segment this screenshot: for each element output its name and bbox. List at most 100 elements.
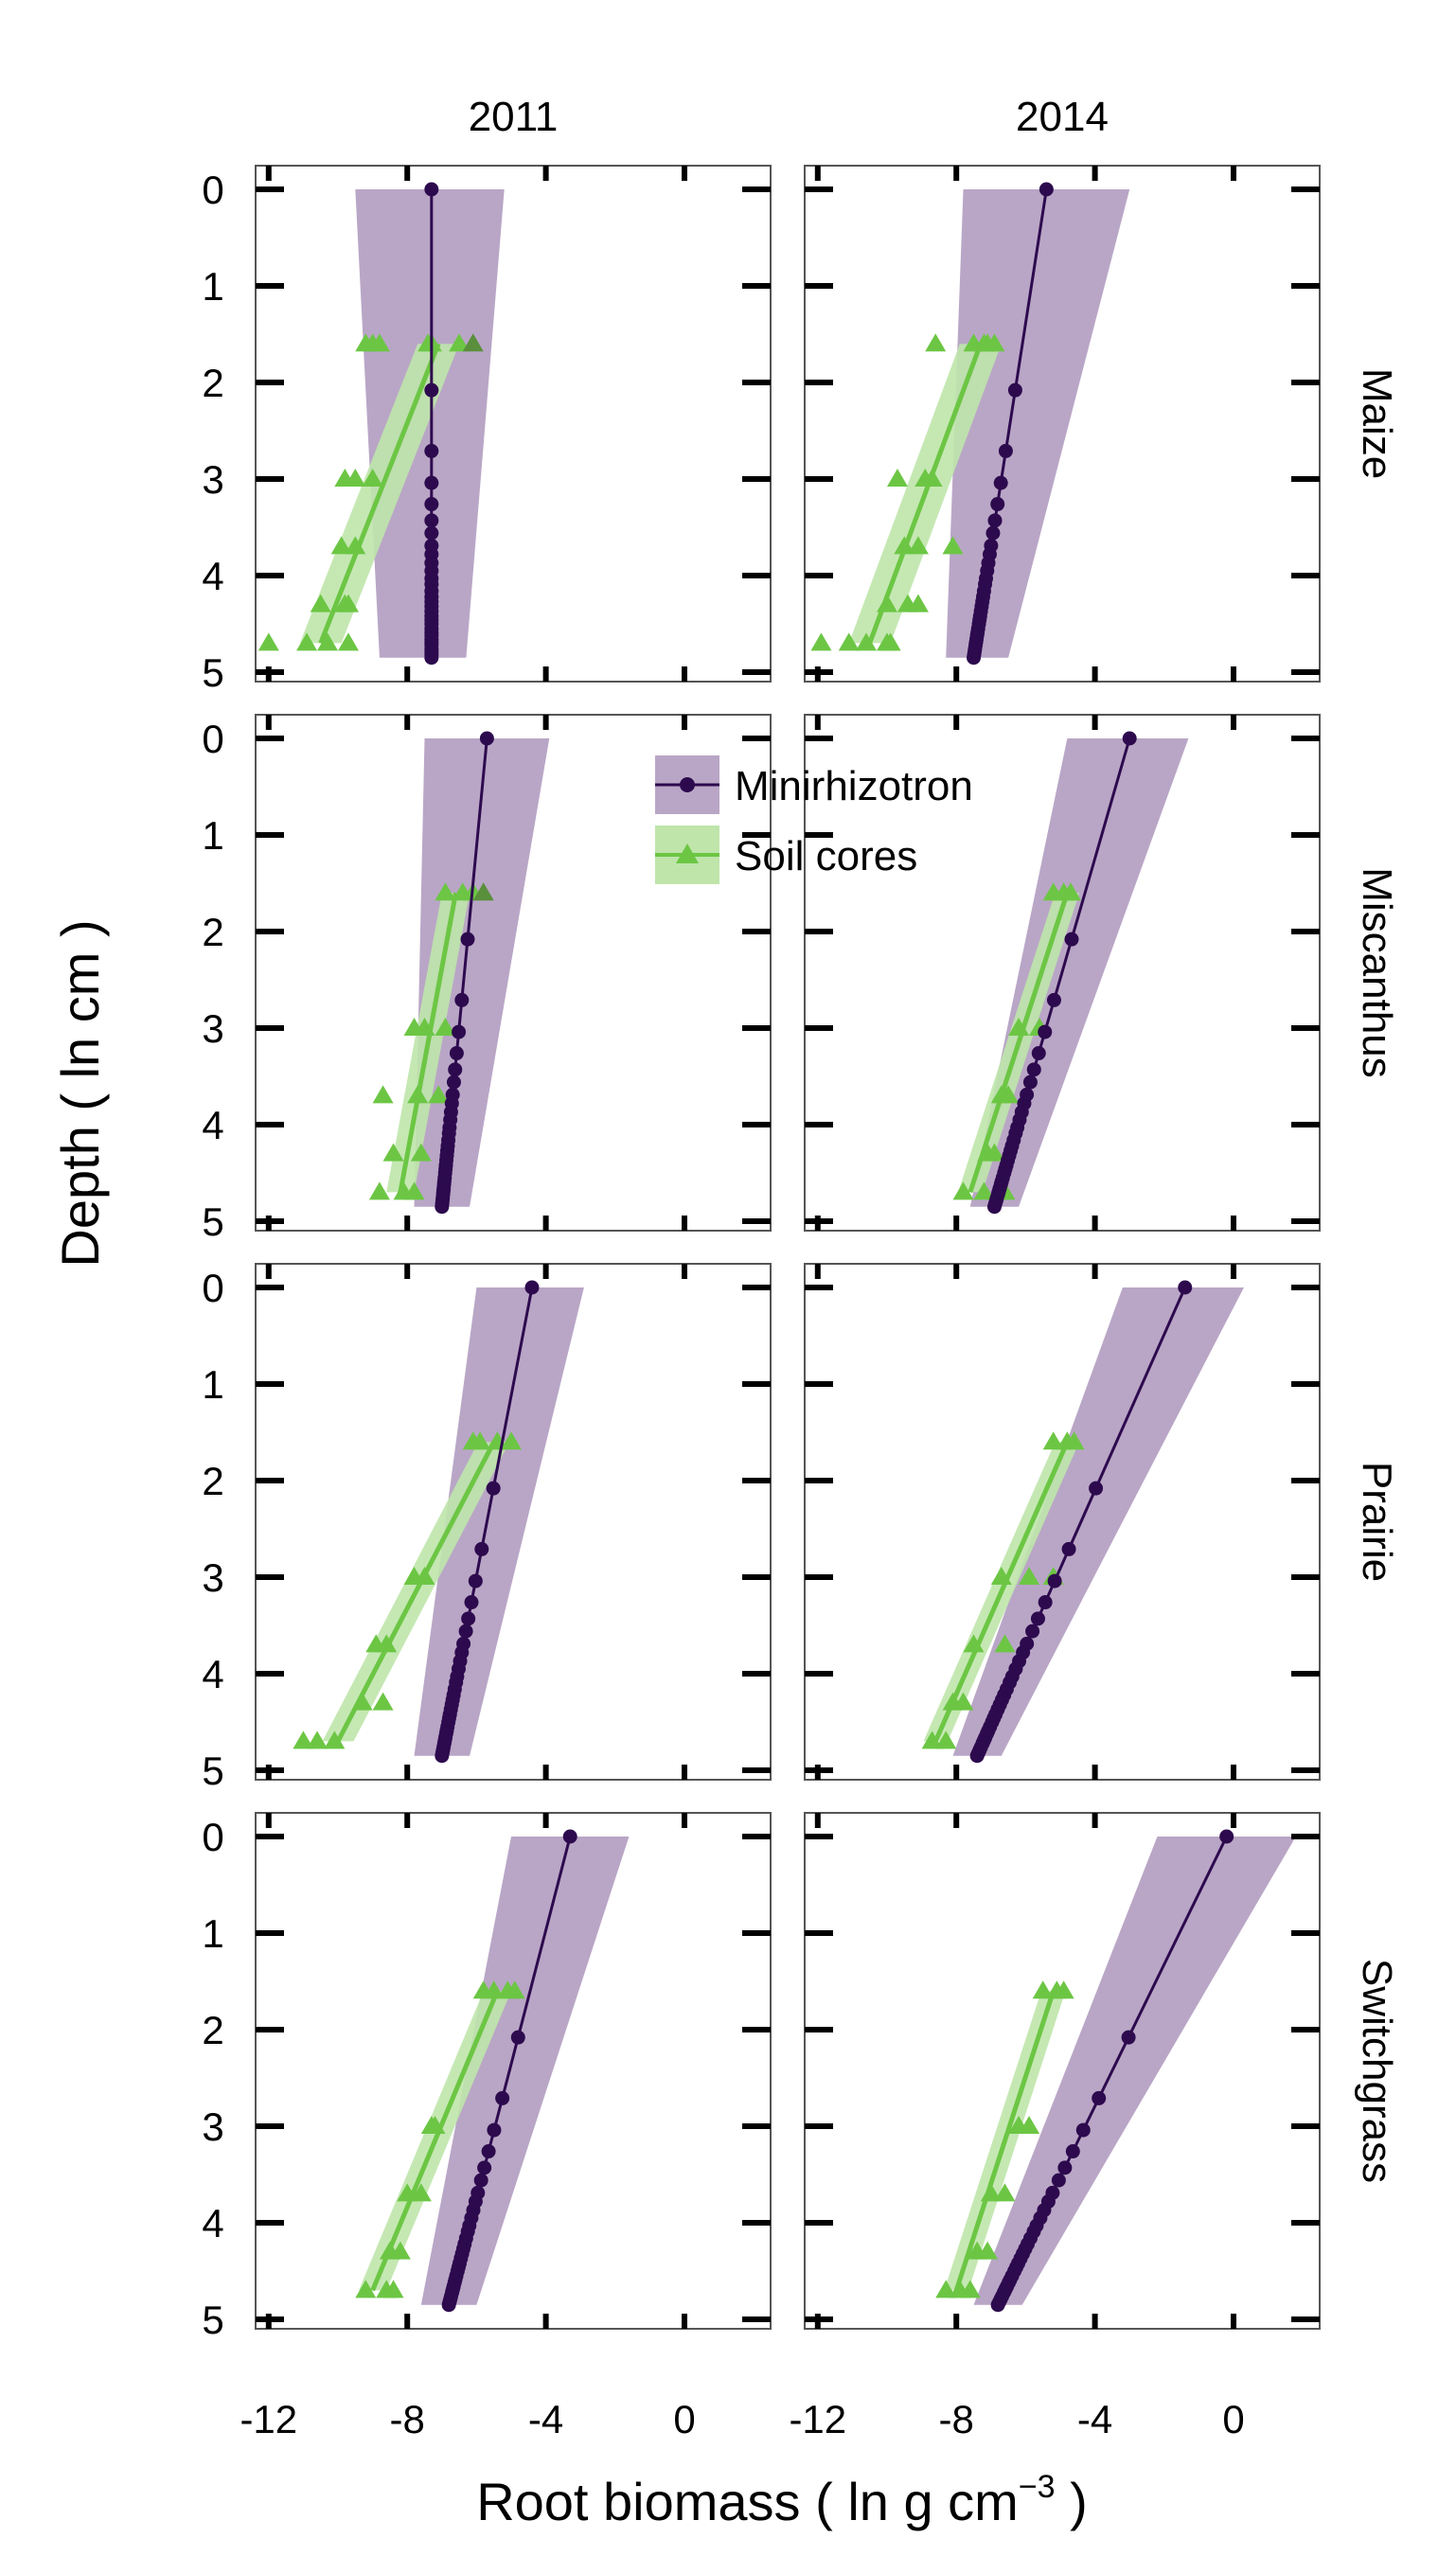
soil-cores-line (335, 1441, 496, 1743)
panel-prairie-2011: 0 1 2 3 4 5 (202, 1263, 772, 1793)
soil-core-point (483, 1980, 505, 1999)
soil-core-point (935, 1731, 957, 1749)
soil-core-point (337, 632, 359, 651)
panel-maize-2014 (804, 165, 1321, 683)
minirhizotron-point (454, 992, 470, 1007)
soil-cores-line (318, 343, 441, 645)
minirhizotron-point (424, 650, 439, 666)
soil-core-point (414, 1567, 435, 1585)
soil-core-point (907, 536, 929, 555)
soil-core-point (403, 1181, 425, 1200)
minirhizotron-point (1065, 2144, 1080, 2159)
y-tick-label: 3 (202, 457, 223, 502)
minirhizotron-point (1061, 1541, 1076, 1556)
minirhizotron-point (424, 182, 439, 197)
soil-core-point (296, 632, 318, 651)
y-tick-label: 3 (202, 1555, 223, 1600)
minirhizotron-point (424, 525, 439, 541)
panel-plot-area-switchgrass-2011 (355, 1829, 630, 2313)
y-tick-label: 2 (202, 361, 223, 405)
minirhizotron-point (424, 443, 439, 458)
minirhizotron-point (435, 1748, 450, 1764)
soil-core-point (407, 1085, 429, 1104)
minirhizotron-point (993, 475, 1008, 490)
minirhizotron-point (495, 2090, 510, 2105)
minirhizotron-band (946, 189, 1130, 658)
soil-core-point (351, 1692, 373, 1711)
soil-core-point (925, 333, 947, 352)
minirhizotron-point (1047, 1573, 1062, 1589)
crop-label-miscanthus: Miscanthus (1354, 867, 1400, 1078)
panel-border (255, 1263, 772, 1781)
x-tick-label: 0 (1222, 2397, 1244, 2441)
panel-plot-area-prairie-2014 (921, 1280, 1244, 1764)
minirhizotron-point (1064, 932, 1079, 947)
minirhizotron-point (458, 1624, 473, 1639)
soil-core-point (372, 1085, 394, 1104)
y-tick-label: 3 (202, 1006, 223, 1051)
minirhizotron-point (1051, 2173, 1066, 2188)
minirhizotron-point (1030, 1611, 1045, 1626)
soil-core-point (410, 1143, 432, 1162)
panels-layer: 0 1 2 3 4 5 0 1 2 3 4 5 0 1 2 3 4 5 0 1 2 3 4 5 -12 -8 -4 0 -12 -8 -4 0 (202, 165, 1321, 2441)
panel-border (804, 714, 1321, 1232)
panel-border (804, 165, 1321, 683)
crop-label-maize: Maize (1354, 368, 1400, 479)
minirhizotron-point (1026, 1062, 1041, 1077)
soil-core-point (330, 536, 352, 555)
y-tick-label: 1 (202, 1911, 223, 1956)
soil-core-point (334, 469, 356, 487)
soil-core-point (317, 632, 339, 651)
soil-core-point (1008, 1018, 1030, 1036)
minirhizotron-point (424, 382, 439, 398)
y-tick-label: 1 (202, 264, 223, 309)
soil-core-point (382, 1143, 404, 1162)
minirhizotron-point (1219, 1829, 1234, 1844)
soil-cores-line (932, 1441, 1070, 1743)
minirhizotron-point (990, 497, 1005, 512)
minirhizotron-point (990, 2298, 1005, 2313)
minirhizotron-band (952, 1287, 1244, 1756)
minirhizotron-point (1178, 1280, 1193, 1295)
soil-cores-line (953, 1990, 1056, 2292)
y-tick-label: 5 (202, 1748, 223, 1793)
soil-core-point (428, 1085, 450, 1104)
soil-core-point (994, 1634, 1016, 1653)
soil-core-point (435, 1018, 456, 1036)
y-tick-label: 1 (202, 1362, 223, 1407)
soil-core-point (914, 469, 936, 487)
soil-core-point (856, 632, 878, 651)
y-tick-label: 0 (202, 168, 223, 212)
soil-core-point (462, 333, 484, 352)
minirhizotron-point (441, 2298, 456, 2313)
soil-core-point (877, 594, 897, 612)
panel-border (804, 1812, 1321, 2330)
soil-core-point (362, 333, 383, 352)
soil-core-point (963, 1634, 985, 1653)
minirhizotron-point (468, 1573, 483, 1589)
minirhizotron-point (446, 1074, 461, 1090)
soil-core-point (410, 2183, 432, 2202)
minirhizotron-point (1038, 1595, 1053, 1610)
soil-core-point (973, 1181, 995, 1200)
soil-core-point (977, 2241, 999, 2260)
minirhizotron-point (1046, 992, 1061, 1007)
soil-core-point (1059, 882, 1081, 901)
minirhizotron-band (969, 738, 1189, 1207)
y-tick-label: 2 (202, 1459, 223, 1503)
panel-plot-area-maize-2014 (810, 182, 1130, 666)
soil-core-point (877, 632, 897, 651)
soil-core-point (1019, 1567, 1040, 1585)
crop-label-switchgrass: Switchgrass (1354, 1959, 1400, 2183)
y-tick-label: 4 (202, 2201, 223, 2245)
soil-core-point (990, 1567, 1012, 1585)
x-axis-title-main: Root biomass ( ln g cm (476, 2472, 1019, 2531)
soil-core-point (324, 1731, 346, 1749)
soil-core-point (907, 594, 929, 612)
minirhizotron-point (449, 1046, 464, 1061)
y-axis-title: Depth ( ln cm ) (50, 919, 110, 1267)
x-tick-label: -4 (1077, 2397, 1112, 2441)
minirhizotron-point (1031, 1046, 1046, 1061)
panel-maize-2011: 0 1 2 3 4 5 (202, 165, 772, 695)
